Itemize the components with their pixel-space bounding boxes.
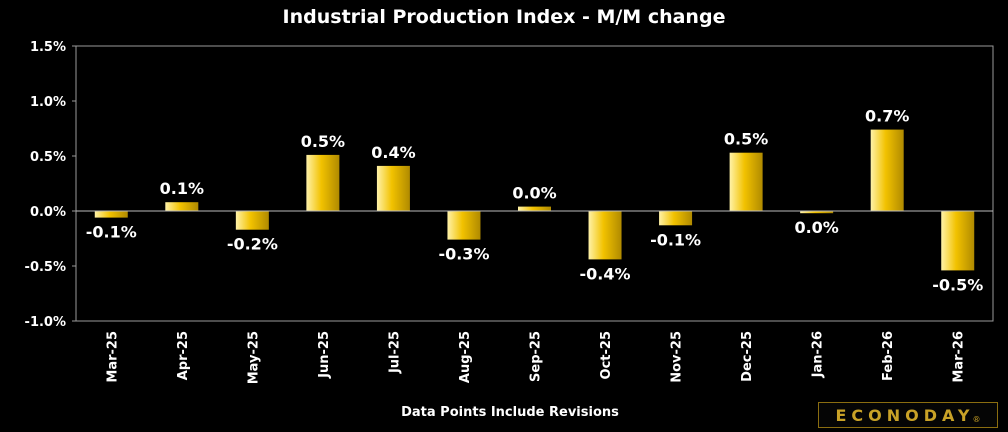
- y-tick-label: 0.0%: [30, 205, 66, 220]
- bar-feb-26: [870, 129, 904, 211]
- data-label: 0.7%: [865, 107, 909, 126]
- bar-mar-25: [94, 211, 128, 218]
- plot-frame: [75, 45, 994, 322]
- bar-jul-25: [376, 165, 410, 211]
- data-label: -0.5%: [932, 275, 983, 294]
- y-tick-label: -0.5%: [25, 260, 66, 275]
- y-tick-label: -1.0%: [25, 315, 66, 330]
- data-label: -0.4%: [580, 264, 631, 283]
- data-label: 0.0%: [794, 218, 838, 237]
- data-label: -0.1%: [650, 230, 701, 249]
- y-tick-label: 0.5%: [30, 150, 66, 165]
- data-label: 0.0%: [512, 184, 556, 203]
- bar-mar-26: [941, 211, 975, 271]
- bar-oct-25: [588, 211, 622, 260]
- x-tick-label: Mar-25: [105, 331, 120, 383]
- data-label: 0.1%: [160, 179, 204, 198]
- registered-mark-icon: ®: [972, 414, 981, 424]
- data-label: 0.4%: [371, 143, 415, 162]
- x-tick-label: Aug-25: [458, 331, 473, 383]
- value-labels: -0.1% 0.1% -0.2% 0.5% 0.4% -0.3% 0.0% -0.4% -0.1…: [86, 107, 983, 295]
- x-tick-label: Apr-25: [176, 331, 191, 380]
- footnote: Data Points Include Revisions: [401, 405, 619, 420]
- x-tick-label: Dec-25: [740, 331, 755, 382]
- y-tick-label: 1.5%: [30, 40, 66, 55]
- bar-may-25: [235, 211, 269, 230]
- bars: [94, 129, 975, 271]
- data-label: 0.5%: [301, 132, 345, 151]
- data-label: -0.2%: [227, 235, 278, 254]
- x-axis: Mar-25 Apr-25 May-25 Jun-25 Jul-25 Aug-25 Sep-…: [105, 331, 966, 384]
- bar-dec-25: [729, 152, 763, 211]
- x-tick-label: Oct-25: [599, 331, 614, 379]
- x-tick-label: Jul-25: [387, 331, 402, 374]
- x-tick-label: May-25: [246, 331, 261, 384]
- bar-apr-25: [165, 202, 199, 211]
- y-axis: 1.5% 1.0% 0.5% 0.0% -0.5% -1.0%: [25, 40, 76, 330]
- data-label: -0.3%: [438, 245, 489, 264]
- y-tick-label: 1.0%: [30, 95, 66, 110]
- x-tick-label: Nov-25: [670, 331, 685, 383]
- x-tick-label: Jan-26: [811, 331, 826, 378]
- econoday-logo: ECONODAY ®: [818, 402, 998, 428]
- data-label: -0.1%: [86, 223, 137, 242]
- logo-text: ECONODAY: [835, 405, 975, 425]
- x-tick-label: Jun-25: [317, 331, 332, 379]
- chart-title: Industrial Production Index - M/M change: [282, 6, 726, 28]
- x-tick-label: Sep-25: [529, 331, 544, 382]
- bar-sep-25: [518, 206, 551, 211]
- x-tick-label: Mar-26: [952, 331, 967, 383]
- data-label: 0.5%: [724, 130, 768, 149]
- bar-aug-25: [447, 211, 481, 240]
- bar-jan-26: [800, 211, 834, 214]
- x-tick-label: Feb-26: [881, 331, 896, 381]
- bar-jun-25: [306, 154, 340, 211]
- bar-nov-25: [659, 211, 693, 226]
